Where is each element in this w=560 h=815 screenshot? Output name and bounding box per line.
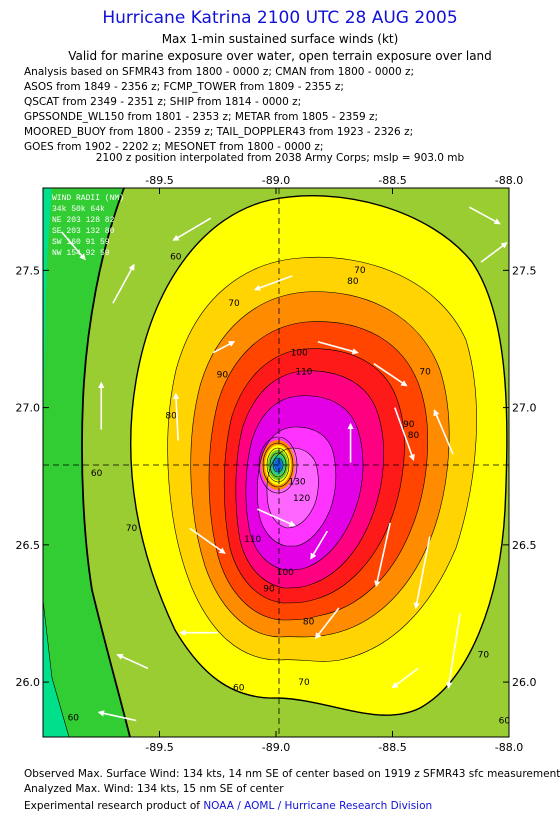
y-tick-label-left: 26.5: [16, 539, 41, 552]
position-note: 2100 z position interpolated from 2038 A…: [95, 152, 465, 164]
analysis-line: QSCAT from 2349 - 2351 z; SHIP from 1814…: [24, 96, 302, 108]
contour-label: 70: [298, 678, 310, 688]
wind-vector-arrow: [310, 530, 328, 560]
contour-label: 130: [288, 477, 305, 487]
wind-vector-arrow: [112, 263, 135, 304]
contour-label: 120: [293, 494, 310, 504]
wind-vector-arrow: [480, 242, 508, 263]
wind-vector-arrow: [374, 522, 391, 588]
contour-label: 70: [478, 650, 490, 660]
wind-vector-arrow: [172, 217, 212, 241]
wind-vector-arrow: [116, 653, 149, 670]
contour-label: 110: [244, 535, 261, 545]
product-credit: Experimental research product of NOAA / …: [24, 800, 432, 812]
y-tick-label-right: 26.0: [512, 676, 537, 689]
x-tick-label-bottom: -88.5: [378, 741, 406, 754]
contour-label: 110: [295, 368, 312, 378]
analysis-line: Analysis based on SFMR43 from 1800 - 000…: [24, 66, 415, 78]
wind-vector-arrow: [61, 231, 86, 261]
contour-label: 100: [277, 568, 294, 578]
wind-vector-arrow: [373, 363, 408, 387]
wind-vector-arrow: [391, 667, 419, 689]
wind-radii-row: NE 203 128 82: [52, 216, 115, 225]
x-tick-label-top: -88.0: [495, 174, 523, 187]
wind-radii-header: 34k 50k 64k: [52, 205, 105, 214]
x-tick-label-bottom: -89.5: [145, 741, 173, 754]
contour-label: 90: [217, 370, 229, 380]
y-tick-label-left: 27.5: [16, 264, 41, 277]
contour-label: 80: [303, 617, 315, 627]
contour-label: 60: [68, 714, 80, 724]
wind-vector-arrow: [394, 407, 415, 461]
analyzed-max-wind: Analyzed Max. Wind: 134 kts, 15 nm SE of…: [24, 783, 284, 795]
analysis-line: ASOS from 1849 - 2356 z; FCMP_TOWER from…: [24, 81, 344, 93]
contour-label: 80: [347, 277, 359, 287]
y-tick-label-left: 26.0: [16, 676, 41, 689]
wind-vector-arrow: [189, 527, 226, 554]
product-credit-prefix: Experimental research product of: [24, 800, 204, 812]
contour-label: 80: [165, 412, 177, 422]
contour-labels: 6060606060707070707070808080809090901001…: [68, 252, 511, 726]
wind-vector-arrow: [446, 613, 461, 689]
chart-subtitle: Max 1-min sustained surface winds (kt): [161, 32, 399, 46]
x-tick-label-top: -89.0: [262, 174, 290, 187]
wind-vector-arrow: [469, 206, 501, 225]
y-tick-label-right: 27.0: [512, 402, 537, 415]
analysis-line: MOORED_BUOY from 1800 - 2359 z; TAIL_DOP…: [24, 126, 414, 138]
x-tick-label-bottom: -88.0: [495, 741, 523, 754]
contour-label: 70: [354, 266, 366, 276]
contour-60-thick: [81, 188, 131, 737]
contour-label: 90: [263, 585, 275, 595]
contour-label: 60: [170, 252, 182, 262]
wind-vector-arrow: [257, 508, 296, 527]
observed-max-wind: Observed Max. Surface Wind: 134 kts, 14 …: [24, 768, 560, 780]
wind-vector-arrow: [433, 409, 454, 455]
wind-vector-arrow: [413, 536, 431, 610]
x-tick-label-bottom: -89.0: [262, 741, 290, 754]
analysis-line: GPSSONDE_WL150 from 1801 - 2353 z; METAR…: [24, 111, 379, 123]
contour-label: 70: [228, 299, 240, 309]
x-tick-label-top: -88.5: [378, 174, 406, 187]
contour-label: 70: [126, 524, 138, 534]
y-tick-label-right: 26.5: [512, 539, 537, 552]
wind-radii-box: WIND RADII (NM) 34k 50k 64k NE 203 128 8…: [52, 194, 124, 258]
contour-label: 100: [291, 348, 308, 358]
contour-70-thick: [130, 194, 508, 716]
analysis-line: GOES from 1902 - 2202 z; MESONET from 18…: [24, 141, 324, 153]
valid-note: Valid for marine exposure over water, op…: [68, 49, 492, 63]
contour-label: 60: [91, 469, 103, 479]
wind-radii-title: WIND RADII (NM): [52, 194, 124, 203]
wind-vector-arrow: [97, 710, 137, 722]
wind-radii-row: NW 154 92 59: [52, 249, 110, 258]
wind-radii-row: SE 203 132 80: [52, 227, 115, 236]
contour-label: 70: [419, 368, 431, 378]
product-credit-org: NOAA / AOML / Hurricane Research Divisio…: [203, 800, 433, 812]
wind-radii-row: SW 160 91 59: [52, 238, 110, 247]
y-tick-label-right: 27.5: [512, 264, 537, 277]
wind-vector-arrow: [317, 340, 359, 355]
wind-vectors: [61, 206, 508, 722]
y-tick-label-left: 27.0: [16, 402, 41, 415]
contour-label: 60: [499, 716, 511, 726]
wind-vector-arrow: [172, 392, 180, 441]
wind-vector-arrow: [253, 275, 293, 291]
wind-vector-arrow: [212, 341, 236, 354]
wind-vector-arrow: [314, 607, 340, 640]
contour-label: 60: [233, 683, 245, 693]
axis-ticks: -89.5 -89.5 -89.0 -89.0 -88.5 -88.5 -88.0 -88.0…: [16, 174, 537, 754]
contour-field: 6060606060707070707070808080809090901001…: [43, 188, 511, 737]
contour-label: 80: [408, 431, 420, 441]
contour-label: 90: [403, 420, 415, 430]
chart-title: Hurricane Katrina 2100 UTC 28 AUG 2005: [102, 8, 458, 28]
x-tick-label-top: -89.5: [145, 174, 173, 187]
